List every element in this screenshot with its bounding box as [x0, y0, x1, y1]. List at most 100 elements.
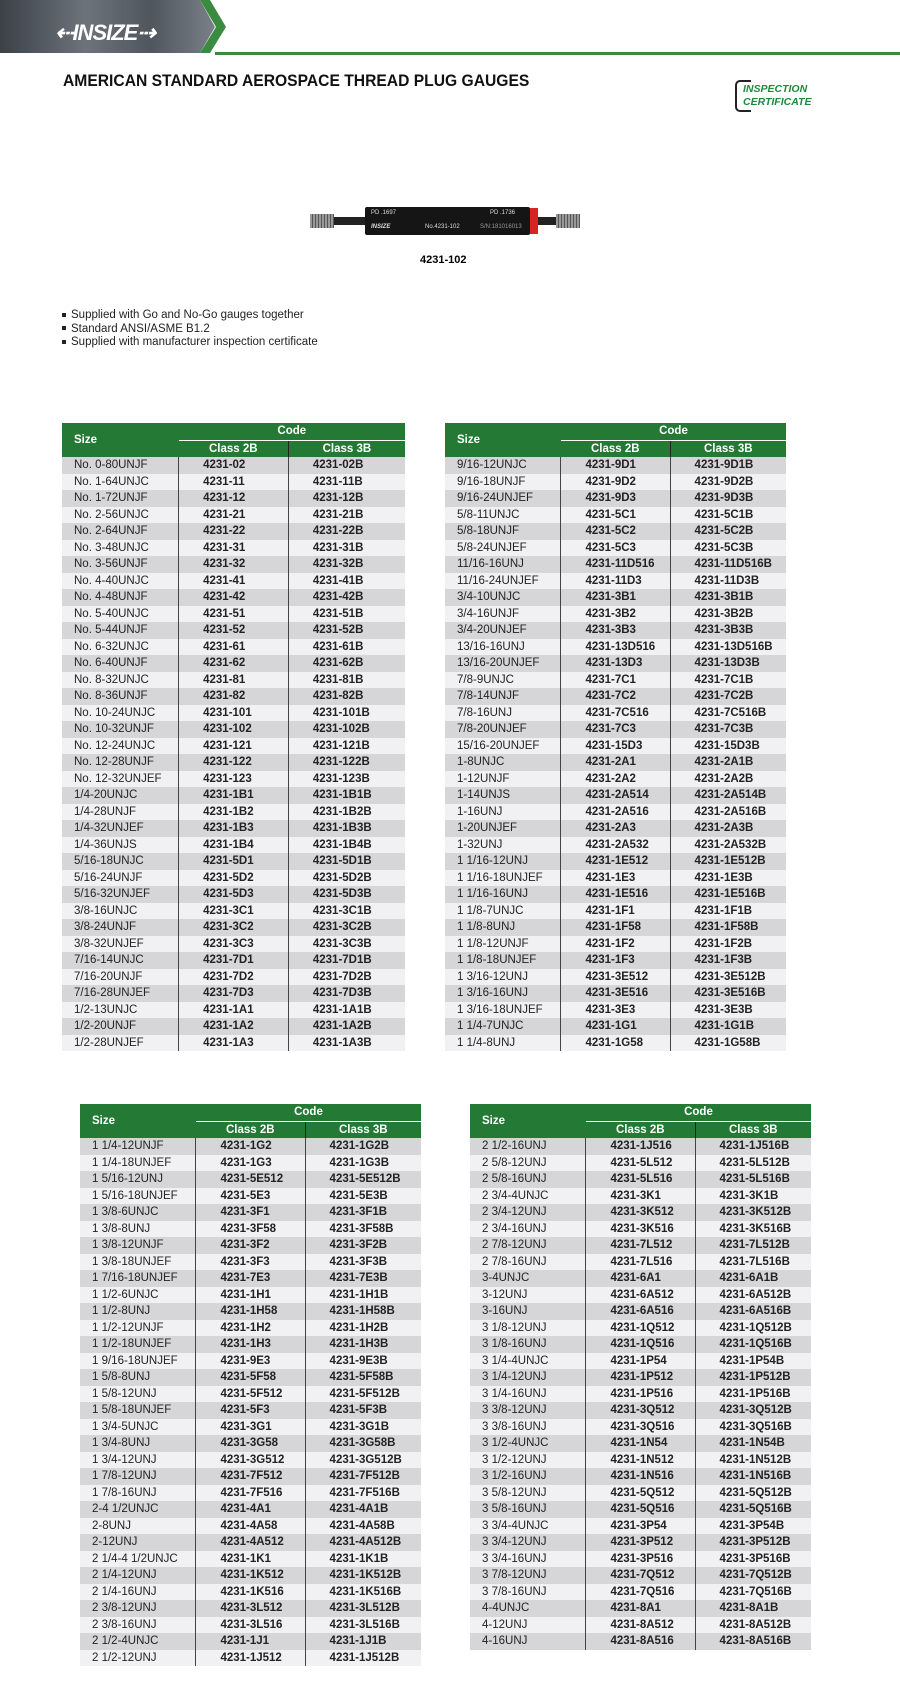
class2b-code-cell: 4231-1G58	[560, 1034, 671, 1051]
table-row: 1-16UNJ 4231-2A516 4231-2A516B	[445, 803, 786, 820]
table-row: 1 1/4-7UNJC 4231-1G1 4231-1G1B	[445, 1018, 786, 1035]
size-cell: 11/16-16UNJ	[445, 556, 562, 573]
size-cell: 1/4-28UNJF	[62, 803, 180, 820]
table-row: 3 1/4-16UNJ 4231-1P516 4231-1P516B	[470, 1385, 811, 1402]
serial: S/N:181016013	[480, 224, 522, 230]
size-cell: 1-12UNJF	[445, 770, 562, 787]
class2b-code-cell: 4231-101	[178, 704, 289, 721]
class2b-code-cell: 4231-3K1	[585, 1187, 696, 1204]
class2b-code-cell: 4231-02	[178, 457, 289, 474]
class2b-code-cell: 4231-1H1	[195, 1286, 306, 1303]
table-row: 7/8-16UNJ 4231-7C516 4231-7C516B	[445, 704, 786, 721]
table-row: 1 5/16-12UNJ 4231-5E512 4231-5E512B	[80, 1171, 421, 1188]
class3b-code-cell: 4231-3C1B	[288, 902, 405, 919]
subheader-row: Class 2B Class 3B	[470, 1120, 811, 1138]
class3b-code-cell: 4231-1Q512B	[695, 1319, 811, 1336]
table-row: 2-8UNJ 4231-4A58 4231-4A58B	[80, 1517, 421, 1534]
size-cell: 2 5/8-12UNJ	[470, 1154, 587, 1171]
class2b-code-cell: 4231-4A1	[195, 1501, 306, 1518]
size-cell: No. 2-56UNJC	[62, 506, 180, 523]
class3b-code-cell: 4231-7C1B	[670, 671, 786, 688]
class2b-code-cell: 4231-3Q516	[585, 1418, 696, 1435]
class2b-code-cell: 4231-9D3	[560, 490, 671, 507]
class2b-code-cell: 4231-7C1	[560, 671, 671, 688]
size-cell: 1 1/8-7UNJC	[445, 902, 562, 919]
class3b-code-cell: 4231-7Q512B	[695, 1567, 811, 1584]
class2b-code-cell: 4231-3Q512	[585, 1402, 696, 1419]
class3b-code-cell: 4231-3K512B	[695, 1204, 811, 1221]
class3b-header: Class 3B	[287, 439, 405, 457]
engraved-no: No.4231-102	[425, 224, 460, 230]
class2b-code-cell: 4231-1Q512	[585, 1319, 696, 1336]
table-row: 3 7/8-16UNJ 4231-7Q516 4231-7Q516B	[470, 1583, 811, 1600]
size-cell: 2 7/8-12UNJ	[470, 1237, 587, 1254]
size-cell: 1 3/4-12UNJ	[80, 1451, 197, 1468]
brand-logo: ⇠INSIZE⇢	[55, 20, 156, 45]
class3b-code-cell: 4231-5E512B	[305, 1171, 421, 1188]
class3b-code-cell: 4231-7D3B	[288, 985, 405, 1002]
class3b-code-cell: 4231-8A1B	[695, 1600, 811, 1617]
class3b-code-cell: 4231-1E516B	[670, 886, 786, 903]
table-row: No. 2-56UNJC 4231-21 4231-21B	[62, 506, 405, 523]
class3b-code-cell: 4231-1B1B	[288, 787, 405, 804]
class3b-code-cell: 4231-32B	[288, 556, 405, 573]
class2b-code-cell: 4231-2A532	[560, 836, 671, 853]
size-cell: No. 12-24UNJC	[62, 737, 180, 754]
size-cell: 1 5/8-8UNJ	[80, 1369, 197, 1386]
table-row: 1 5/8-8UNJ 4231-5F58 4231-5F58B	[80, 1369, 421, 1386]
class2b-code-cell: 4231-1Q516	[585, 1336, 696, 1353]
size-cell: 1 3/4-8UNJ	[80, 1435, 197, 1452]
header-banner: ⇠INSIZE⇢	[0, 0, 900, 55]
class2b-code-cell: 4231-5Q512	[585, 1484, 696, 1501]
subheader-row: Class 2B Class 3B	[80, 1120, 421, 1138]
class2b-code-cell: 4231-3F2	[195, 1237, 306, 1254]
class3b-code-cell: 4231-3B3B	[670, 622, 786, 639]
size-cell: 9/16-18UNJF	[445, 473, 562, 490]
size-cell: 2-4 1/2UNJC	[80, 1501, 197, 1518]
table-row: No. 0-80UNJF 4231-02 4231-02B	[62, 457, 405, 474]
class3b-code-cell: 4231-3C3B	[288, 935, 405, 952]
feature-list: Supplied with Go and No-Go gauges togeth…	[62, 309, 318, 350]
size-cell: 1 1/2-18UNJEF	[80, 1336, 197, 1353]
class2b-code-cell: 4231-9D2	[560, 473, 671, 490]
size-cell: 1-20UNJEF	[445, 820, 562, 837]
table-row: 2 3/4-16UNJ 4231-3K516 4231-3K516B	[470, 1220, 811, 1237]
table-row: 5/8-18UNJF 4231-5C2 4231-5C2B	[445, 523, 786, 540]
class3b-code-cell: 4231-12B	[288, 490, 405, 507]
class3b-code-cell: 4231-62B	[288, 655, 405, 672]
subheader-row: Class 2B Class 3B	[445, 439, 786, 457]
class3b-code-cell: 4231-3E516B	[670, 985, 786, 1002]
table-row: 2 1/2-4UNJC 4231-1J1 4231-1J1B	[80, 1633, 421, 1650]
class3b-code-cell: 4231-6A516B	[695, 1303, 811, 1320]
size-cell: 2 1/2-4UNJC	[80, 1633, 197, 1650]
class2b-code-cell: 4231-22	[178, 523, 289, 540]
class3b-code-cell: 4231-02B	[288, 457, 405, 474]
class2b-code-cell: 4231-3G58	[195, 1435, 306, 1452]
class3b-code-cell: 4231-3G58B	[305, 1435, 421, 1452]
class3b-code-cell: 4231-5C1B	[670, 506, 786, 523]
class2b-code-cell: 4231-1F1	[560, 902, 671, 919]
page-title: AMERICAN STANDARD AEROSPACE THREAD PLUG …	[63, 71, 530, 90]
class2b-code-cell: 4231-2A516	[560, 803, 671, 820]
table-row: 2 1/4-12UNJ 4231-1K512 4231-1K512B	[80, 1567, 421, 1584]
pd-nogo: PD .1736	[490, 210, 516, 216]
class2b-code-cell: 4231-12	[178, 490, 289, 507]
size-cell: 1 1/2-12UNJF	[80, 1319, 197, 1336]
size-cell: 7/16-20UNJF	[62, 968, 180, 985]
class3b-code-cell: 4231-1K516B	[305, 1583, 421, 1600]
table-row: 1 7/8-12UNJ 4231-7F512 4231-7F512B	[80, 1468, 421, 1485]
table-row: 3 3/4-4UNJC 4231-3P54 4231-3P54B	[470, 1517, 811, 1534]
class3b-code-cell: 4231-4A58B	[305, 1517, 421, 1534]
table-row: 1 1/4-12UNJF 4231-1G2 4231-1G2B	[80, 1138, 421, 1155]
table-row: 1 3/8-12UNJF 4231-3F2 4231-3F2B	[80, 1237, 421, 1254]
class2b-code-cell: 4231-1B1	[178, 787, 289, 804]
table-row: No. 4-40UNJC 4231-41 4231-41B	[62, 572, 405, 589]
size-cell: 3 7/8-16UNJ	[470, 1583, 587, 1600]
class2b-code-cell: 4231-61	[178, 638, 289, 655]
class3b-code-cell: 4231-13D516B	[670, 638, 786, 655]
class2b-code-cell: 4231-1G2	[195, 1138, 306, 1155]
class2b-code-cell: 4231-3E512	[560, 968, 671, 985]
class2b-header: Class 2B	[560, 439, 671, 457]
size-cell: 1 3/8-8UNJ	[80, 1220, 197, 1237]
table-row: 1 1/8-8UNJ 4231-1F58 4231-1F58B	[445, 919, 786, 936]
